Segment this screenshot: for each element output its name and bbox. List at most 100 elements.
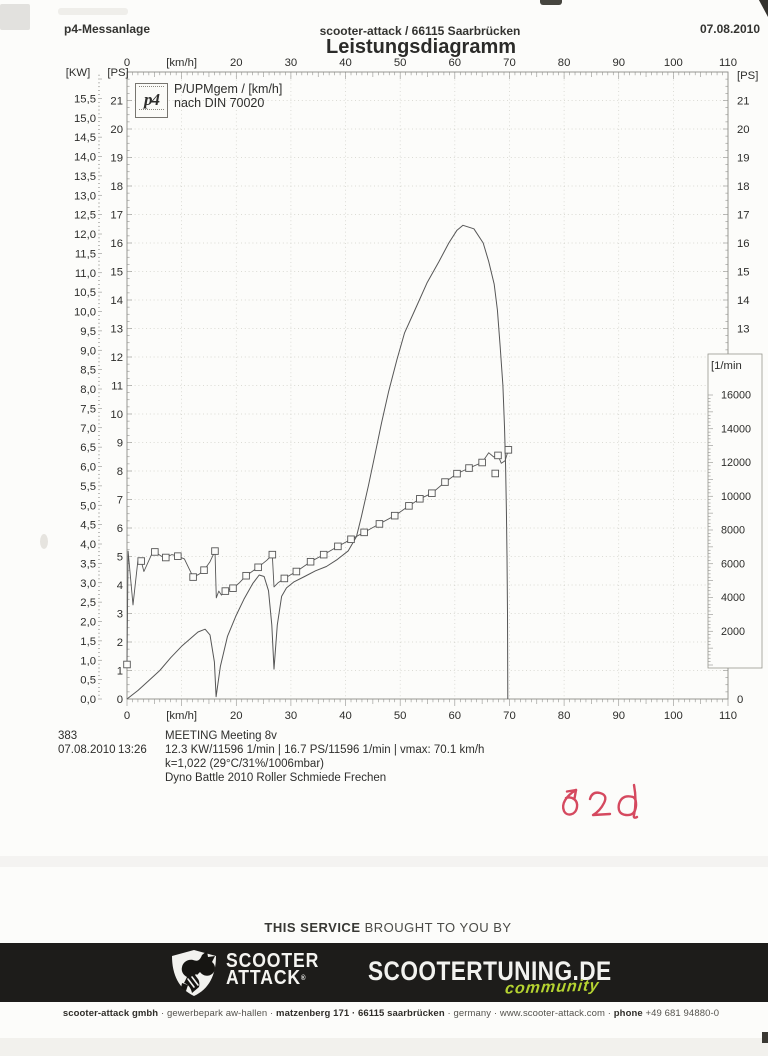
- power-curve: [126, 224, 509, 700]
- svg-text:13: 13: [110, 324, 123, 336]
- rpm-curve-markers: [123, 446, 513, 669]
- svg-text:11,0: 11,0: [75, 268, 96, 280]
- svg-text:18: 18: [737, 181, 750, 193]
- svg-text:14,0: 14,0: [74, 152, 96, 164]
- svg-text:15,0: 15,0: [74, 113, 96, 125]
- svg-text:110: 110: [719, 57, 737, 69]
- svg-text:20: 20: [737, 124, 750, 136]
- svg-text:20: 20: [230, 57, 243, 69]
- svg-text:[PS]: [PS]: [737, 70, 758, 82]
- svg-text:100: 100: [664, 710, 683, 722]
- svg-text:20: 20: [110, 124, 123, 136]
- result-time: 13:26: [118, 744, 147, 756]
- svg-text:11: 11: [111, 381, 123, 393]
- svg-text:13,5: 13,5: [74, 171, 96, 183]
- svg-text:0,0: 0,0: [80, 694, 96, 706]
- address-segment: gewerbepark aw-hallen: [166, 1008, 268, 1019]
- rpm-curve: [126, 449, 509, 665]
- svg-text:30: 30: [285, 57, 298, 69]
- svg-text:8,0: 8,0: [80, 384, 96, 396]
- svg-text:6: 6: [117, 523, 123, 535]
- svg-text:7: 7: [117, 495, 123, 507]
- svg-text:70: 70: [503, 710, 516, 722]
- svg-text:9,5: 9,5: [80, 326, 96, 338]
- svg-text:100: 100: [664, 57, 683, 69]
- svg-text:70: 70: [503, 57, 516, 69]
- svg-text:[PS]: [PS]: [107, 67, 128, 79]
- legend-norm-label: nach DIN 70020: [174, 95, 265, 110]
- svg-text:7,0: 7,0: [80, 423, 96, 435]
- svg-text:16: 16: [110, 238, 123, 250]
- svg-text:8000: 8000: [721, 525, 745, 537]
- svg-text:1: 1: [117, 666, 123, 678]
- axis-labels: 0020203030404050506060707080809090100100…: [66, 57, 759, 722]
- svg-text:6,0: 6,0: [80, 462, 96, 474]
- svg-text:19: 19: [110, 153, 123, 165]
- svg-text:2,0: 2,0: [80, 617, 96, 629]
- svg-text:3,0: 3,0: [80, 578, 96, 590]
- header-center: scooter-attack / 66115 Saarbrücken: [319, 24, 521, 38]
- p4-logo: p4: [135, 83, 168, 118]
- svg-text:6000: 6000: [721, 558, 745, 570]
- svg-text:15,5: 15,5: [74, 93, 96, 105]
- svg-text:7,5: 7,5: [80, 403, 96, 415]
- rpm-axis-ticks: [708, 394, 713, 666]
- svg-text:16000: 16000: [721, 390, 751, 402]
- scooter-attack-shield-icon: [172, 950, 216, 996]
- address-segment: matzenberg 171 · 66115 saarbrücken: [276, 1008, 445, 1019]
- result-note-line: Dyno Battle 2010 Roller Schmiede Frechen: [165, 772, 387, 784]
- page-title: Leistungsdiagramm: [325, 36, 517, 58]
- scan-mark-bottom-right: [762, 1032, 768, 1043]
- svg-text:14,5: 14,5: [74, 132, 96, 144]
- community-script: community: [504, 977, 601, 998]
- handwritten-mark: [562, 783, 639, 819]
- svg-text:10: 10: [110, 409, 123, 421]
- svg-text:14: 14: [110, 295, 123, 307]
- svg-text:1,5: 1,5: [80, 636, 96, 648]
- address-segment: scooter-attack gmbh: [62, 1008, 159, 1019]
- address-segment: ·: [267, 1008, 277, 1019]
- legend-series-label: P/UPMgem / [km/h]: [174, 82, 283, 96]
- svg-text:[1/min: [1/min: [711, 360, 742, 372]
- service-line: THIS SERVICE BROUGHT TO YOU BY: [264, 920, 511, 935]
- svg-text:13: 13: [737, 324, 750, 336]
- svg-text:18: 18: [110, 181, 123, 193]
- svg-text:3,5: 3,5: [80, 558, 96, 570]
- scooter-attack-logo-line2: ATTACK: [226, 967, 302, 989]
- svg-text:15: 15: [737, 267, 750, 279]
- scan-band-mid: [0, 856, 768, 867]
- svg-text:15: 15: [110, 267, 123, 279]
- svg-text:10,0: 10,0: [74, 307, 96, 319]
- svg-text:8: 8: [117, 466, 123, 478]
- svg-text:0: 0: [124, 57, 130, 69]
- svg-text:9,0: 9,0: [80, 345, 96, 357]
- svg-text:12,0: 12,0: [74, 229, 96, 241]
- svg-text:16: 16: [737, 238, 750, 250]
- svg-text:12,5: 12,5: [74, 210, 96, 222]
- svg-text:12000: 12000: [721, 457, 751, 469]
- scootertuning-logo: SCOOTERTUNING.DE: [368, 956, 612, 986]
- scooter-attack-logo-line1: SCOOTER: [226, 950, 320, 972]
- footer-banner: SCOOTER ATTACK® SCOOTERTUNING.DE communi…: [0, 943, 768, 1002]
- svg-text:4,0: 4,0: [80, 539, 96, 551]
- svg-text:80: 80: [558, 57, 571, 69]
- svg-text:9: 9: [117, 438, 123, 450]
- svg-text:5: 5: [117, 552, 123, 564]
- svg-text:12: 12: [110, 352, 123, 364]
- svg-text:11,5: 11,5: [75, 248, 96, 260]
- svg-text:19: 19: [737, 153, 750, 165]
- svg-text:6,5: 6,5: [80, 442, 96, 454]
- svg-text:17: 17: [737, 210, 750, 222]
- svg-text:5,5: 5,5: [80, 481, 96, 493]
- svg-text:14000: 14000: [721, 423, 751, 435]
- svg-text:10,5: 10,5: [74, 287, 96, 299]
- result-power-line: 12.3 KW/11596 1/min | 16.7 PS/11596 1/mi…: [165, 744, 485, 756]
- dyno-chart: 0020203030404050506060707080809090100100…: [66, 57, 763, 722]
- svg-text:[km/h]: [km/h]: [166, 710, 197, 722]
- svg-text:[km/h]: [km/h]: [166, 57, 197, 69]
- header-left: p4-Messanlage: [64, 22, 151, 36]
- svg-text:21: 21: [110, 96, 123, 108]
- registered-mark: ®: [301, 975, 307, 982]
- svg-text:80: 80: [558, 710, 571, 722]
- address-segment: +49 681 94880-0: [642, 1008, 720, 1019]
